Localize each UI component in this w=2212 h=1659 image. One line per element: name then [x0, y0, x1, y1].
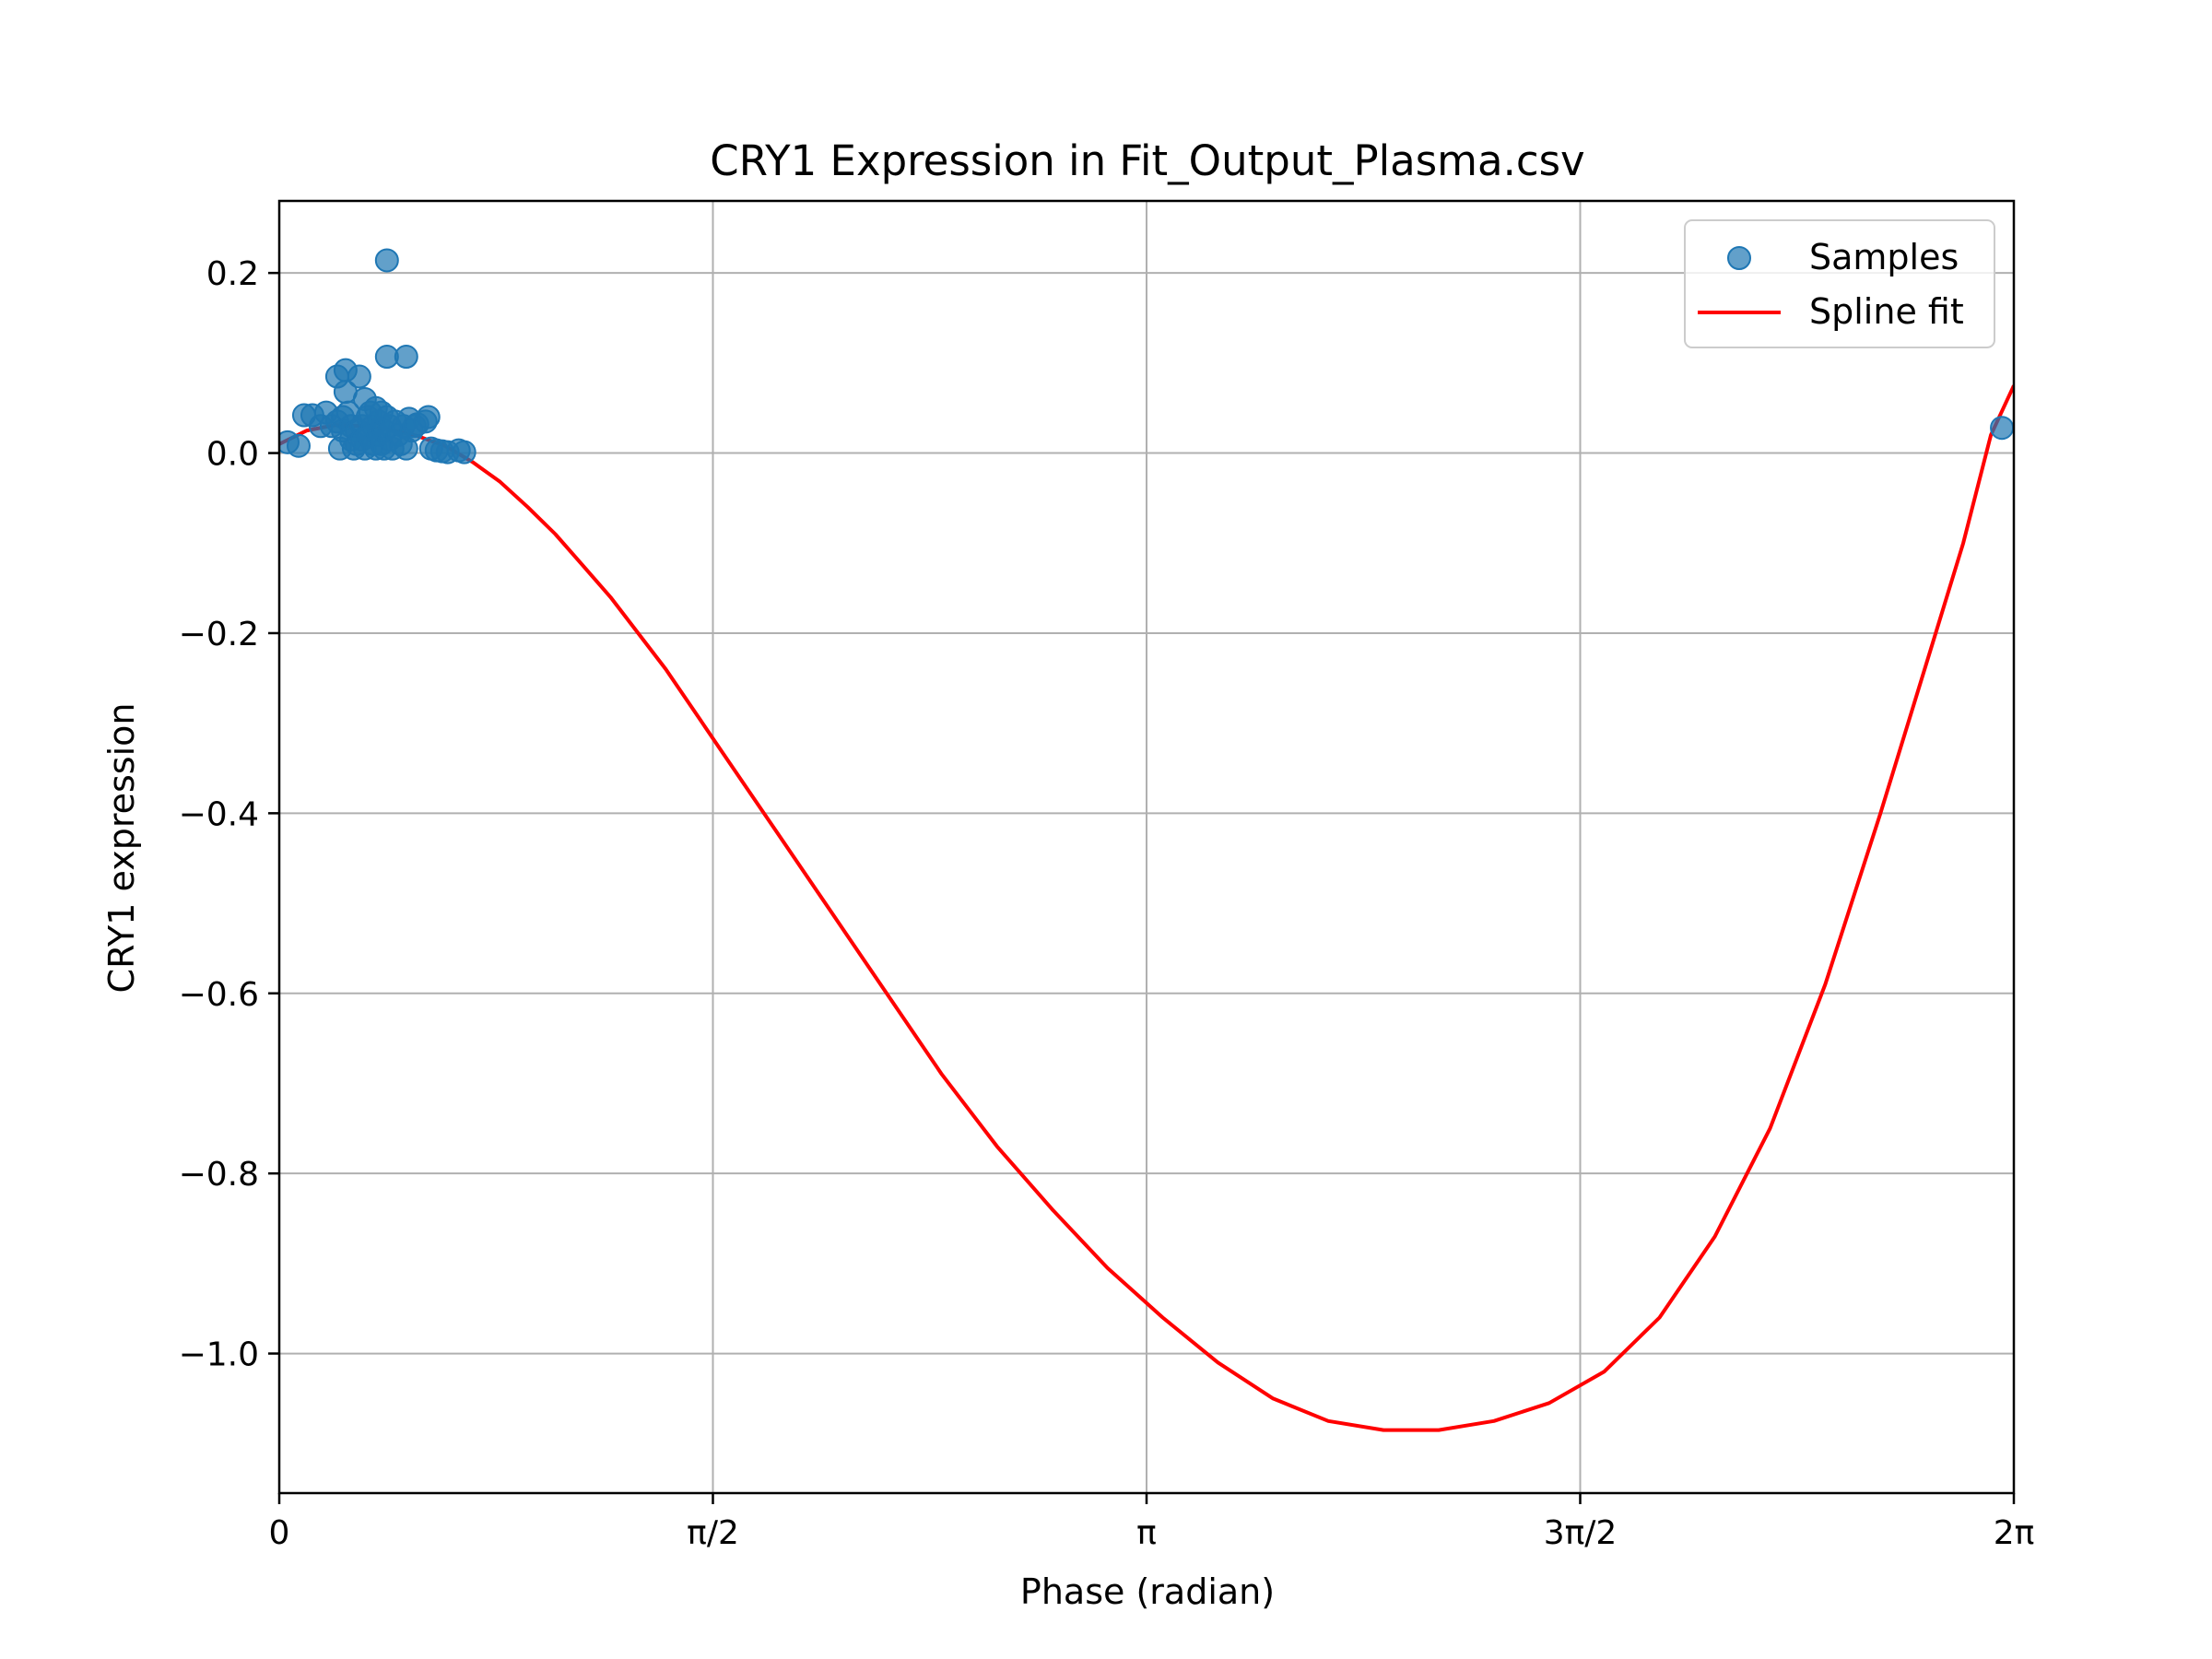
sample-point — [374, 248, 399, 273]
sample-point — [1990, 416, 2014, 441]
y-tick-label: 0.0 — [206, 436, 259, 474]
y-axis-label: CRY1 expression — [101, 703, 142, 994]
y-tick-label: −0.6 — [179, 976, 259, 1014]
y-tick-label: −0.4 — [179, 795, 259, 833]
legend-spline-label: Spline fit — [1809, 291, 1964, 332]
sample-point — [394, 345, 418, 370]
tick-labels: 0 π/2 π 3π/2 2π 0.2 0.0 −0.2 −0.4 −0.6 −0.8 −1.0 — [179, 255, 2035, 1552]
axes — [268, 199, 2016, 1504]
y-tick-label: −1.0 — [179, 1336, 259, 1374]
x-tick-label: π/2 — [687, 1514, 739, 1552]
x-tick-label: 2π — [1994, 1514, 2035, 1552]
x-tick-label: π — [1136, 1514, 1157, 1552]
legend-samples-label: Samples — [1809, 237, 1959, 277]
sample-point — [452, 440, 477, 465]
y-tick-label: −0.8 — [179, 1156, 259, 1194]
y-tick-label: 0.2 — [206, 255, 259, 293]
legend-frame — [1684, 219, 1995, 348]
x-axis-label: Phase (radian) — [1020, 1571, 1275, 1612]
legend: Samples Spline fit — [1684, 219, 1995, 348]
sample-point — [416, 405, 441, 429]
x-tick-label: 3π/2 — [1544, 1514, 1618, 1552]
sample-point — [347, 364, 371, 389]
chart-title: CRY1 Expression in Fit_Output_Plasma.csv — [710, 136, 1584, 185]
x-tick-label: 0 — [269, 1514, 290, 1552]
legend-samples-marker — [1727, 246, 1751, 270]
axes-frame — [277, 199, 2016, 1495]
sample-point — [286, 433, 311, 458]
spline-fit-line — [279, 384, 2014, 1432]
data-layer — [279, 248, 2014, 1432]
y-tick-label: −0.2 — [179, 616, 259, 653]
